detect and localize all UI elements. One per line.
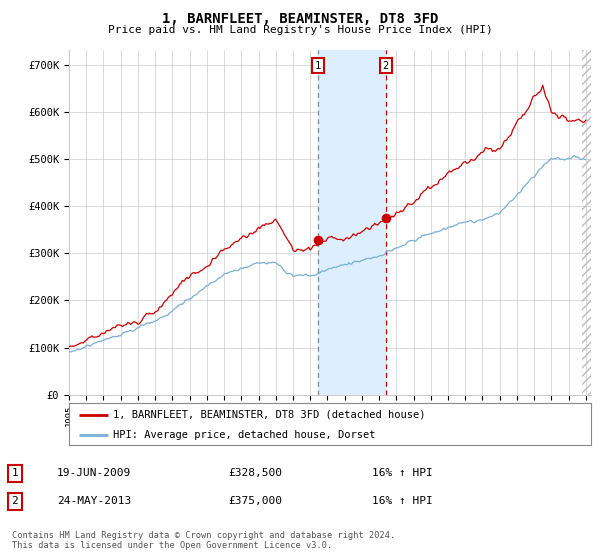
Bar [581, 50, 591, 395]
Text: 1: 1 [315, 60, 321, 71]
Text: 24-MAY-2013: 24-MAY-2013 [57, 496, 131, 506]
Text: 1: 1 [11, 468, 19, 478]
Bar [318, 50, 386, 395]
Text: 2: 2 [11, 496, 19, 506]
Text: 16% ↑ HPI: 16% ↑ HPI [372, 468, 433, 478]
Text: 1, BARNFLEET, BEAMINSTER, DT8 3FD (detached house): 1, BARNFLEET, BEAMINSTER, DT8 3FD (detac… [113, 409, 426, 419]
Text: Price paid vs. HM Land Registry's House Price Index (HPI): Price paid vs. HM Land Registry's House … [107, 25, 493, 35]
Text: 19-JUN-2009: 19-JUN-2009 [57, 468, 131, 478]
Text: £328,500: £328,500 [228, 468, 282, 478]
Text: 16% ↑ HPI: 16% ↑ HPI [372, 496, 433, 506]
Text: HPI: Average price, detached house, Dorset: HPI: Average price, detached house, Dors… [113, 430, 376, 440]
Text: Contains HM Land Registry data © Crown copyright and database right 2024.
This d: Contains HM Land Registry data © Crown c… [12, 531, 395, 550]
Text: 1, BARNFLEET, BEAMINSTER, DT8 3FD: 1, BARNFLEET, BEAMINSTER, DT8 3FD [162, 12, 438, 26]
Text: 2: 2 [383, 60, 389, 71]
Text: £375,000: £375,000 [228, 496, 282, 506]
